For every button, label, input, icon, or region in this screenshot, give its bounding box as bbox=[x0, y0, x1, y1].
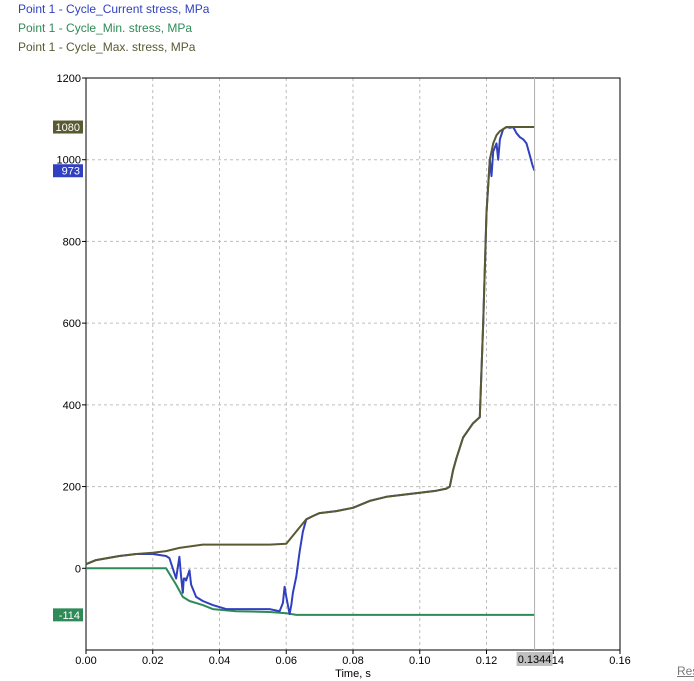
y-tick-label: 200 bbox=[63, 482, 81, 494]
cursor-value-label: 0.1344 bbox=[518, 654, 552, 666]
legend-item-min-stress[interactable]: Point 1 - Cycle_Min. stress, MPa bbox=[18, 21, 193, 35]
value-label-0: 973 bbox=[62, 166, 80, 178]
x-tick-label: 0.06 bbox=[276, 655, 297, 667]
value-box-1 bbox=[53, 608, 83, 622]
x-tick-label: 0.02 bbox=[142, 655, 163, 667]
value-label-2: 1080 bbox=[56, 122, 80, 134]
plot-frame bbox=[85, 77, 621, 651]
x-tick-label: 0.08 bbox=[342, 655, 363, 667]
y-tick-label: 600 bbox=[63, 318, 81, 330]
y-tick-label: 1000 bbox=[57, 155, 81, 167]
y-tick-label: 1200 bbox=[57, 73, 81, 85]
y-tick-label: 400 bbox=[63, 400, 81, 412]
value-box-0 bbox=[53, 164, 83, 178]
legend-item-current-stress[interactable]: Point 1 - Cycle_Current stress, MPa bbox=[18, 2, 210, 16]
y-tick-label: 0 bbox=[75, 563, 81, 575]
x-axis-label: Time, s bbox=[335, 668, 371, 680]
y-tick-label: 800 bbox=[63, 236, 81, 248]
x-tick-label: 0.16 bbox=[609, 655, 630, 667]
x-tick-label: 0.00 bbox=[75, 655, 96, 667]
x-tick-label: 0.12 bbox=[476, 655, 497, 667]
cursor-value-box bbox=[516, 652, 553, 666]
legend: Point 1 - Cycle_Current stress, MPa Poin… bbox=[18, 0, 209, 57]
x-tick-label: 0.04 bbox=[209, 655, 230, 667]
series-line-1[interactable] bbox=[86, 567, 535, 616]
series-line-2[interactable] bbox=[85, 126, 535, 566]
x-tick-label: 0.10 bbox=[409, 655, 430, 667]
results-tab-link[interactable]: Res bbox=[677, 664, 694, 678]
legend-item-max-stress[interactable]: Point 1 - Cycle_Max. stress, MPa bbox=[18, 40, 196, 54]
value-box-2 bbox=[53, 120, 83, 134]
value-label-1: -114 bbox=[59, 610, 80, 622]
